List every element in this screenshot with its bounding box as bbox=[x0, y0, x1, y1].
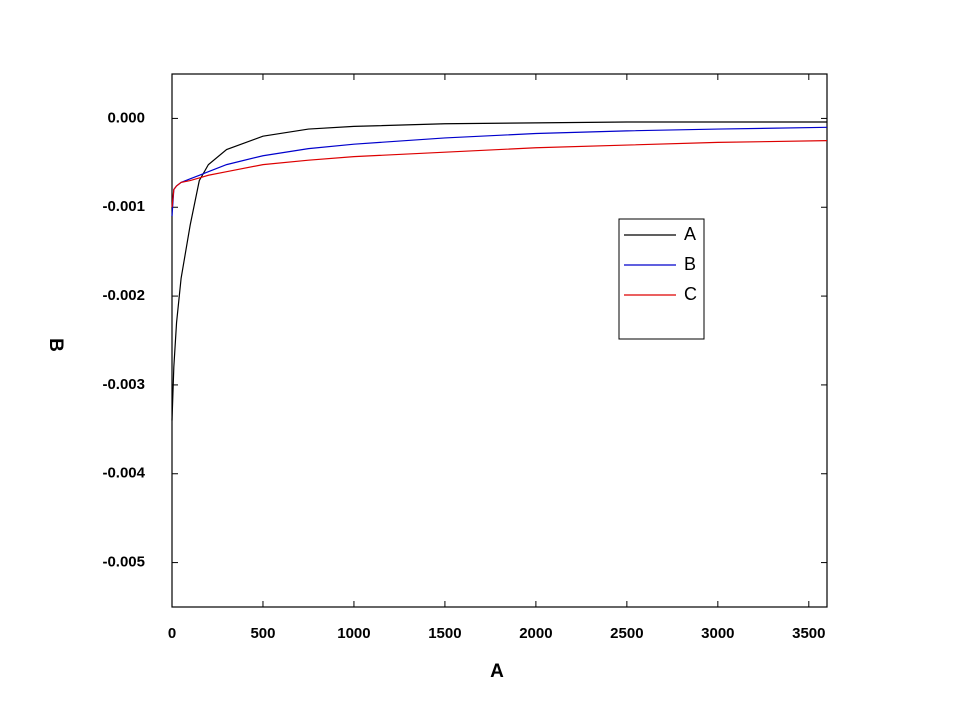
series-line bbox=[171, 121, 827, 421]
series-line bbox=[171, 140, 828, 208]
legend-box bbox=[618, 218, 705, 340]
legend-label: A bbox=[684, 224, 696, 244]
x-tick-label: 3500 bbox=[792, 625, 825, 642]
x-tick-label: 0 bbox=[168, 625, 176, 642]
plot-frame bbox=[171, 73, 828, 608]
y-tick-label: -0.001 bbox=[102, 198, 145, 215]
x-tick-label: 2000 bbox=[519, 625, 552, 642]
y-axis-title: B bbox=[45, 338, 66, 352]
x-tick-label: 1000 bbox=[337, 625, 370, 642]
x-tick-label: 1500 bbox=[428, 625, 461, 642]
x-tick-label: 500 bbox=[250, 625, 275, 642]
y-tick-label: -0.003 bbox=[102, 376, 145, 393]
y-tick-label: -0.002 bbox=[102, 287, 145, 304]
x-tick-label: 3000 bbox=[701, 625, 734, 642]
series-line bbox=[171, 126, 828, 217]
y-tick-label: -0.005 bbox=[102, 554, 145, 571]
y-tick-label: 0.000 bbox=[107, 109, 145, 126]
y-tick-label: -0.004 bbox=[102, 465, 145, 482]
x-axis-title: A bbox=[490, 661, 504, 682]
legend-label: C bbox=[684, 284, 697, 304]
x-tick-label: 2500 bbox=[610, 625, 643, 642]
legend-label: B bbox=[684, 254, 696, 274]
